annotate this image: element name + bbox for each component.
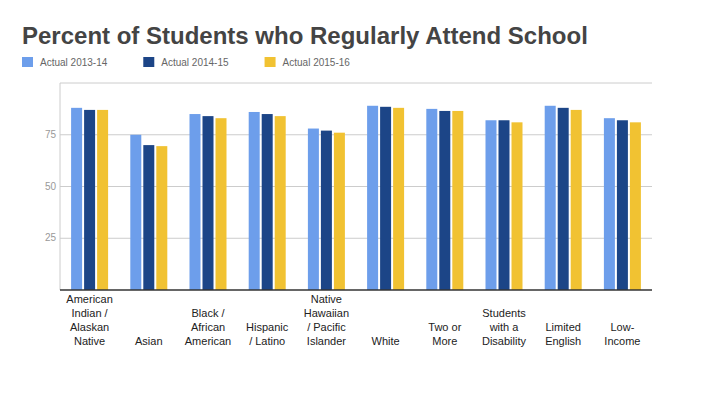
x-tick-label-line: Students [482,307,526,319]
chart-svg: Percent of Students who Regularly Attend… [0,0,720,405]
x-tick-label: Two or More [428,321,461,347]
legend-label: Actual 2014-15 [161,57,229,68]
x-tick-label-line: Income [604,335,640,347]
x-tick-label-line: Islander [307,335,346,347]
x-tick-label-line: More [432,335,457,347]
x-tick-label: American Indian / Alaskan Native [66,293,112,347]
x-axis-line [60,289,652,291]
bar [262,114,273,290]
bar [156,146,167,290]
bar [71,108,82,290]
x-tick-label-line: Hawaiian [304,307,349,319]
bar [545,106,556,290]
bar [452,111,463,290]
x-tick-label: White [372,335,400,347]
x-tick-label: Asian [135,335,163,347]
x-tick-label-line: White [372,335,400,347]
bar [439,111,450,290]
bar [617,120,628,290]
x-tick-label: Limited English [545,321,581,347]
x-tick-label-line: Asian [135,335,163,347]
legend-item: Actual 2013-14 [22,57,108,68]
x-tick-label-line: with a [489,321,520,333]
x-tick-label-line: Native [311,293,342,305]
bar [130,135,141,290]
bar [486,120,497,290]
x-tick-label: Students with a Disability [482,307,527,347]
legend-swatch [143,57,154,67]
plot-frame-top [60,83,652,84]
bar [512,122,523,290]
x-tick-label: Black / African American [185,307,231,347]
x-tick-label: Low- Income [604,321,640,347]
bars [71,106,641,290]
bar [426,109,437,290]
legend-item: Actual 2014-15 [143,57,229,68]
x-tick-label-line: Low- [610,321,634,333]
x-tick-label-line: Limited [545,321,580,333]
x-tick-label: Native Hawaiian / Pacific Islander [304,293,349,347]
bar [249,112,260,290]
x-tick-label-line: / Pacific [307,321,346,333]
x-tick-label-line: Disability [482,335,527,347]
bar [321,131,332,290]
bar [630,122,641,290]
x-tick-label-line: African [191,321,225,333]
x-tick-label-line: American [66,293,112,305]
bar [190,114,201,290]
bar [571,110,582,290]
legend-swatch [265,57,276,67]
bar [393,108,404,290]
bar [84,110,95,290]
legend-swatch [22,57,33,67]
x-tick-label-line: Indian / [72,307,109,319]
y-tick-label: 25 [45,232,57,243]
x-tick-label-line: Black / [191,307,225,319]
legend-item: Actual 2015-16 [265,57,351,68]
x-tick-label-line: American [185,335,231,347]
x-tick-label-line: Native [74,335,105,347]
bar [380,107,391,290]
bar [97,110,108,290]
x-tick-label-line: / Latino [249,335,285,347]
x-tick-label: Hispanic / Latino [246,321,289,347]
bar [334,133,345,290]
y-tick-label: 75 [45,129,57,140]
x-tick-label-line: Two or [428,321,461,333]
chart-container: Percent of Students who Regularly Attend… [0,0,720,405]
legend-label: Actual 2013-14 [40,57,108,68]
x-tick-label-line: English [545,335,581,347]
y-tick-label: 50 [45,181,57,192]
bar [367,106,378,290]
legend-label: Actual 2015-16 [283,57,351,68]
bar [558,108,569,290]
bar [604,118,615,290]
x-tick-label-line: Hispanic [246,321,289,333]
bar [203,116,214,290]
bar [308,129,319,290]
x-tick-label-line: Alaskan [70,321,109,333]
bar [143,145,154,290]
bar [499,120,510,290]
bar [275,116,286,290]
chart-title: Percent of Students who Regularly Attend… [22,22,588,49]
bar [216,118,227,290]
